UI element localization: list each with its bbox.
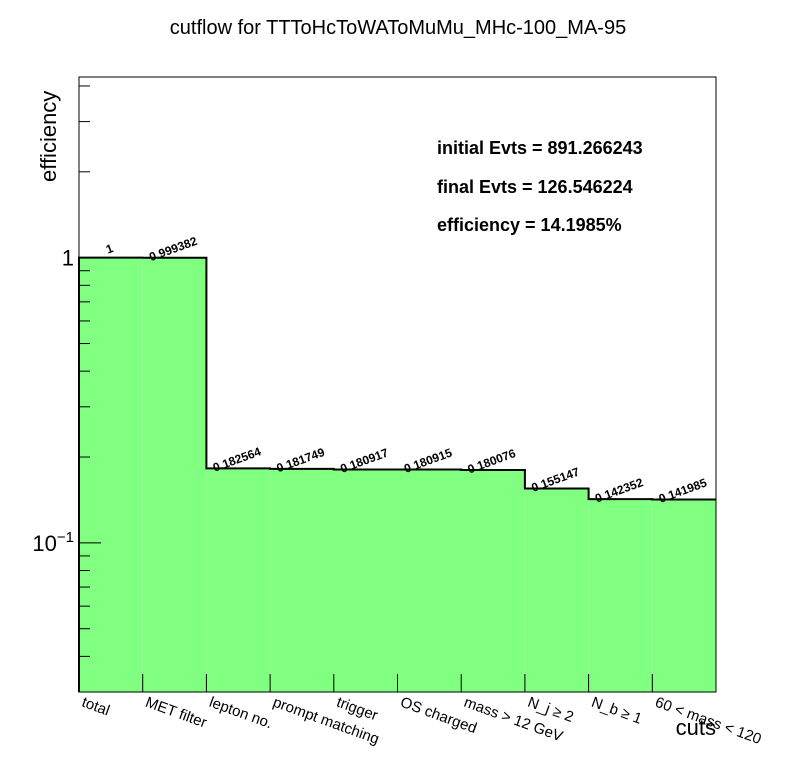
histogram-bar bbox=[79, 257, 143, 692]
x-tick-label: MET filter bbox=[143, 694, 209, 732]
annotation-final-events: final Evts = 126.546224 bbox=[437, 177, 633, 197]
histogram-bar bbox=[461, 470, 525, 692]
value-label: 1 bbox=[104, 241, 115, 257]
annotation-initial-events: initial Evts = 891.266243 bbox=[437, 138, 643, 158]
x-tick-label: lepton no. bbox=[207, 694, 275, 733]
y-tick-label: 10−1 bbox=[32, 529, 74, 556]
x-tick-label: total bbox=[79, 694, 111, 720]
annotation-box: initial Evts = 891.266243 final Evts = 1… bbox=[437, 138, 643, 235]
annotation-efficiency: efficiency = 14.1985% bbox=[437, 215, 622, 235]
histogram-bar bbox=[524, 488, 589, 692]
histogram-bar bbox=[270, 468, 334, 692]
x-tick-label: N_b ≥ 1 bbox=[589, 694, 644, 728]
y-tick-label: 1 bbox=[62, 246, 74, 271]
histogram-outline bbox=[78, 256, 716, 692]
histogram-bars bbox=[78, 256, 716, 692]
x-axis-label: cuts bbox=[676, 715, 716, 740]
histogram-bar bbox=[588, 499, 653, 692]
histogram-bar bbox=[333, 469, 398, 692]
histogram-bar bbox=[397, 469, 462, 692]
y-axis: 1 10−1 bbox=[32, 85, 101, 693]
y-axis-label: efficiency bbox=[36, 91, 61, 182]
chart-title: cutflow for TTToHcToWAToMuMu_MHc-100_MA-… bbox=[170, 17, 626, 39]
histogram-bar bbox=[652, 499, 716, 692]
histogram-bar bbox=[142, 257, 207, 692]
histogram-bar bbox=[206, 468, 271, 692]
